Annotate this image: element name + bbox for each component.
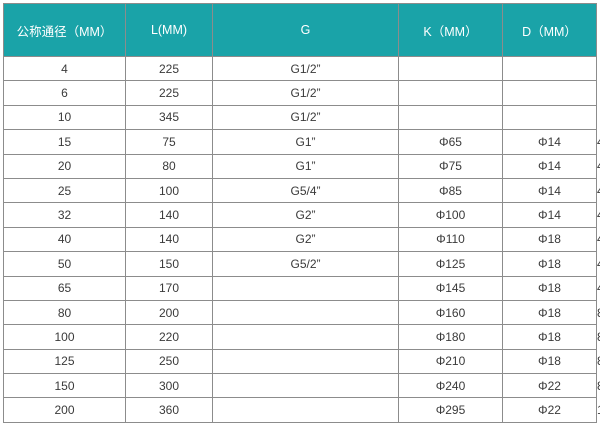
cell-thread [212,324,399,350]
cell-nominal-diameter: 6 [3,80,126,106]
cell-nominal-diameter: 50 [3,251,126,277]
cell-d: Φ18 [502,324,597,350]
cell-k: Φ125 [398,251,503,277]
cell-nominal-diameter: 40 [3,226,126,253]
cell-nominal-diameter: 4 [3,55,126,82]
cell-d: Φ14 [502,153,597,179]
table-body: 4 225 G1/2” 6 225 G1/2” 10 345 G1/2” 15 75 G1” Φ65 Φ1… [3,55,600,423]
table-row: 125250Φ210Φ188 [3,348,600,375]
cell-length: 140 [125,226,213,253]
cell-k: Φ75 [398,153,503,179]
cell-length: 345 [125,104,213,131]
cell-thread [212,373,399,399]
table-row: 150300Φ240Φ228 [3,373,600,399]
cell-d: Φ18 [502,251,597,277]
cell-length: 220 [125,324,213,350]
column-header-k: K（MM） [398,3,503,57]
cell-thread: G2” [212,202,399,228]
cell-nominal-diameter: 125 [3,348,126,375]
cell-d: Φ18 [502,299,597,326]
cell-thread [212,275,399,301]
cell-length: 80 [125,153,213,179]
column-header-d: D（MM） [502,3,597,57]
table-row: 200360Φ295Φ2212 [3,397,600,423]
cell-length: 250 [125,348,213,375]
cell-d [502,104,597,131]
cell-length: 100 [125,177,213,204]
table-row: 100220Φ180Φ188 [3,324,600,350]
cell-thread: G1/2” [212,80,399,106]
cell-k: Φ110 [398,226,503,253]
cell-k: Φ210 [398,348,503,375]
cell-d: Φ14 [502,202,597,228]
table-row: 65170Φ145Φ184 [3,275,600,301]
cell-d: Φ18 [502,226,597,253]
cell-k [398,104,503,131]
cell-d [502,80,597,106]
cell-thread: G1/2” [212,55,399,82]
cell-thread [212,299,399,326]
cell-nominal-diameter: 65 [3,275,126,301]
cell-length: 140 [125,202,213,228]
cell-d: Φ14 [502,177,597,204]
cell-k: Φ145 [398,275,503,301]
cell-thread: G2” [212,226,399,253]
dimensions-table: 公称通径（MM）L(MM)GK（MM）D（MM）N（孔数） 4225G1/2”6… [3,3,600,423]
table-row: 80200Φ160Φ188 [3,299,600,326]
cell-thread: G1” [212,153,399,179]
cell-nominal-diameter: 100 [3,324,126,350]
cell-nominal-diameter: 25 [3,177,126,204]
cell-k: Φ295 [398,397,503,423]
cell-k: Φ85 [398,177,503,204]
cell-length: 225 [125,55,213,82]
cell-thread [212,397,399,423]
table-row: 4 225 G1/2” [3,55,597,82]
cell-nominal-diameter: 80 [3,299,126,326]
cell-thread: G1” [212,129,399,155]
cell-length: 75 [125,129,213,155]
cell-nominal-diameter: 32 [3,202,126,228]
cell-nominal-diameter: 20 [3,153,126,179]
column-header-thread: G [212,3,399,57]
cell-d [502,55,597,82]
cell-thread [212,348,399,375]
cell-length: 150 [125,251,213,277]
column-header-nominal-diameter: 公称通径（MM） [3,3,126,57]
header-row: 公称通径（MM）L(MM)GK（MM）D（MM）N（孔数） [3,3,600,57]
cell-d: Φ22 [502,397,597,423]
cell-thread: G5/4” [212,177,399,204]
cell-thread: G5/2” [212,251,399,277]
table-row: 10 345 G1/2” [3,104,597,131]
cell-k: Φ65 [398,129,503,155]
cell-length: 300 [125,373,213,399]
cell-length: 225 [125,80,213,106]
cell-d: Φ18 [502,348,597,375]
cell-thread: G1/2” [212,104,399,131]
cell-nominal-diameter: 15 [3,129,126,155]
cell-length: 200 [125,299,213,326]
column-header-length: L(MM) [125,3,213,57]
cell-length: 360 [125,397,213,423]
cell-k [398,55,503,82]
cell-k: Φ240 [398,373,503,399]
cell-d: Φ18 [502,275,597,301]
cell-k: Φ180 [398,324,503,350]
cell-d: Φ14 [502,129,597,155]
cell-k [398,80,503,106]
cell-nominal-diameter: 10 [3,104,126,131]
cell-nominal-diameter: 150 [3,373,126,399]
cell-k: Φ100 [398,202,503,228]
cell-length: 170 [125,275,213,301]
cell-k: Φ160 [398,299,503,326]
cell-nominal-diameter: 200 [3,397,126,423]
table-row: 6 225 G1/2” [3,80,597,106]
cell-d: Φ22 [502,373,597,399]
